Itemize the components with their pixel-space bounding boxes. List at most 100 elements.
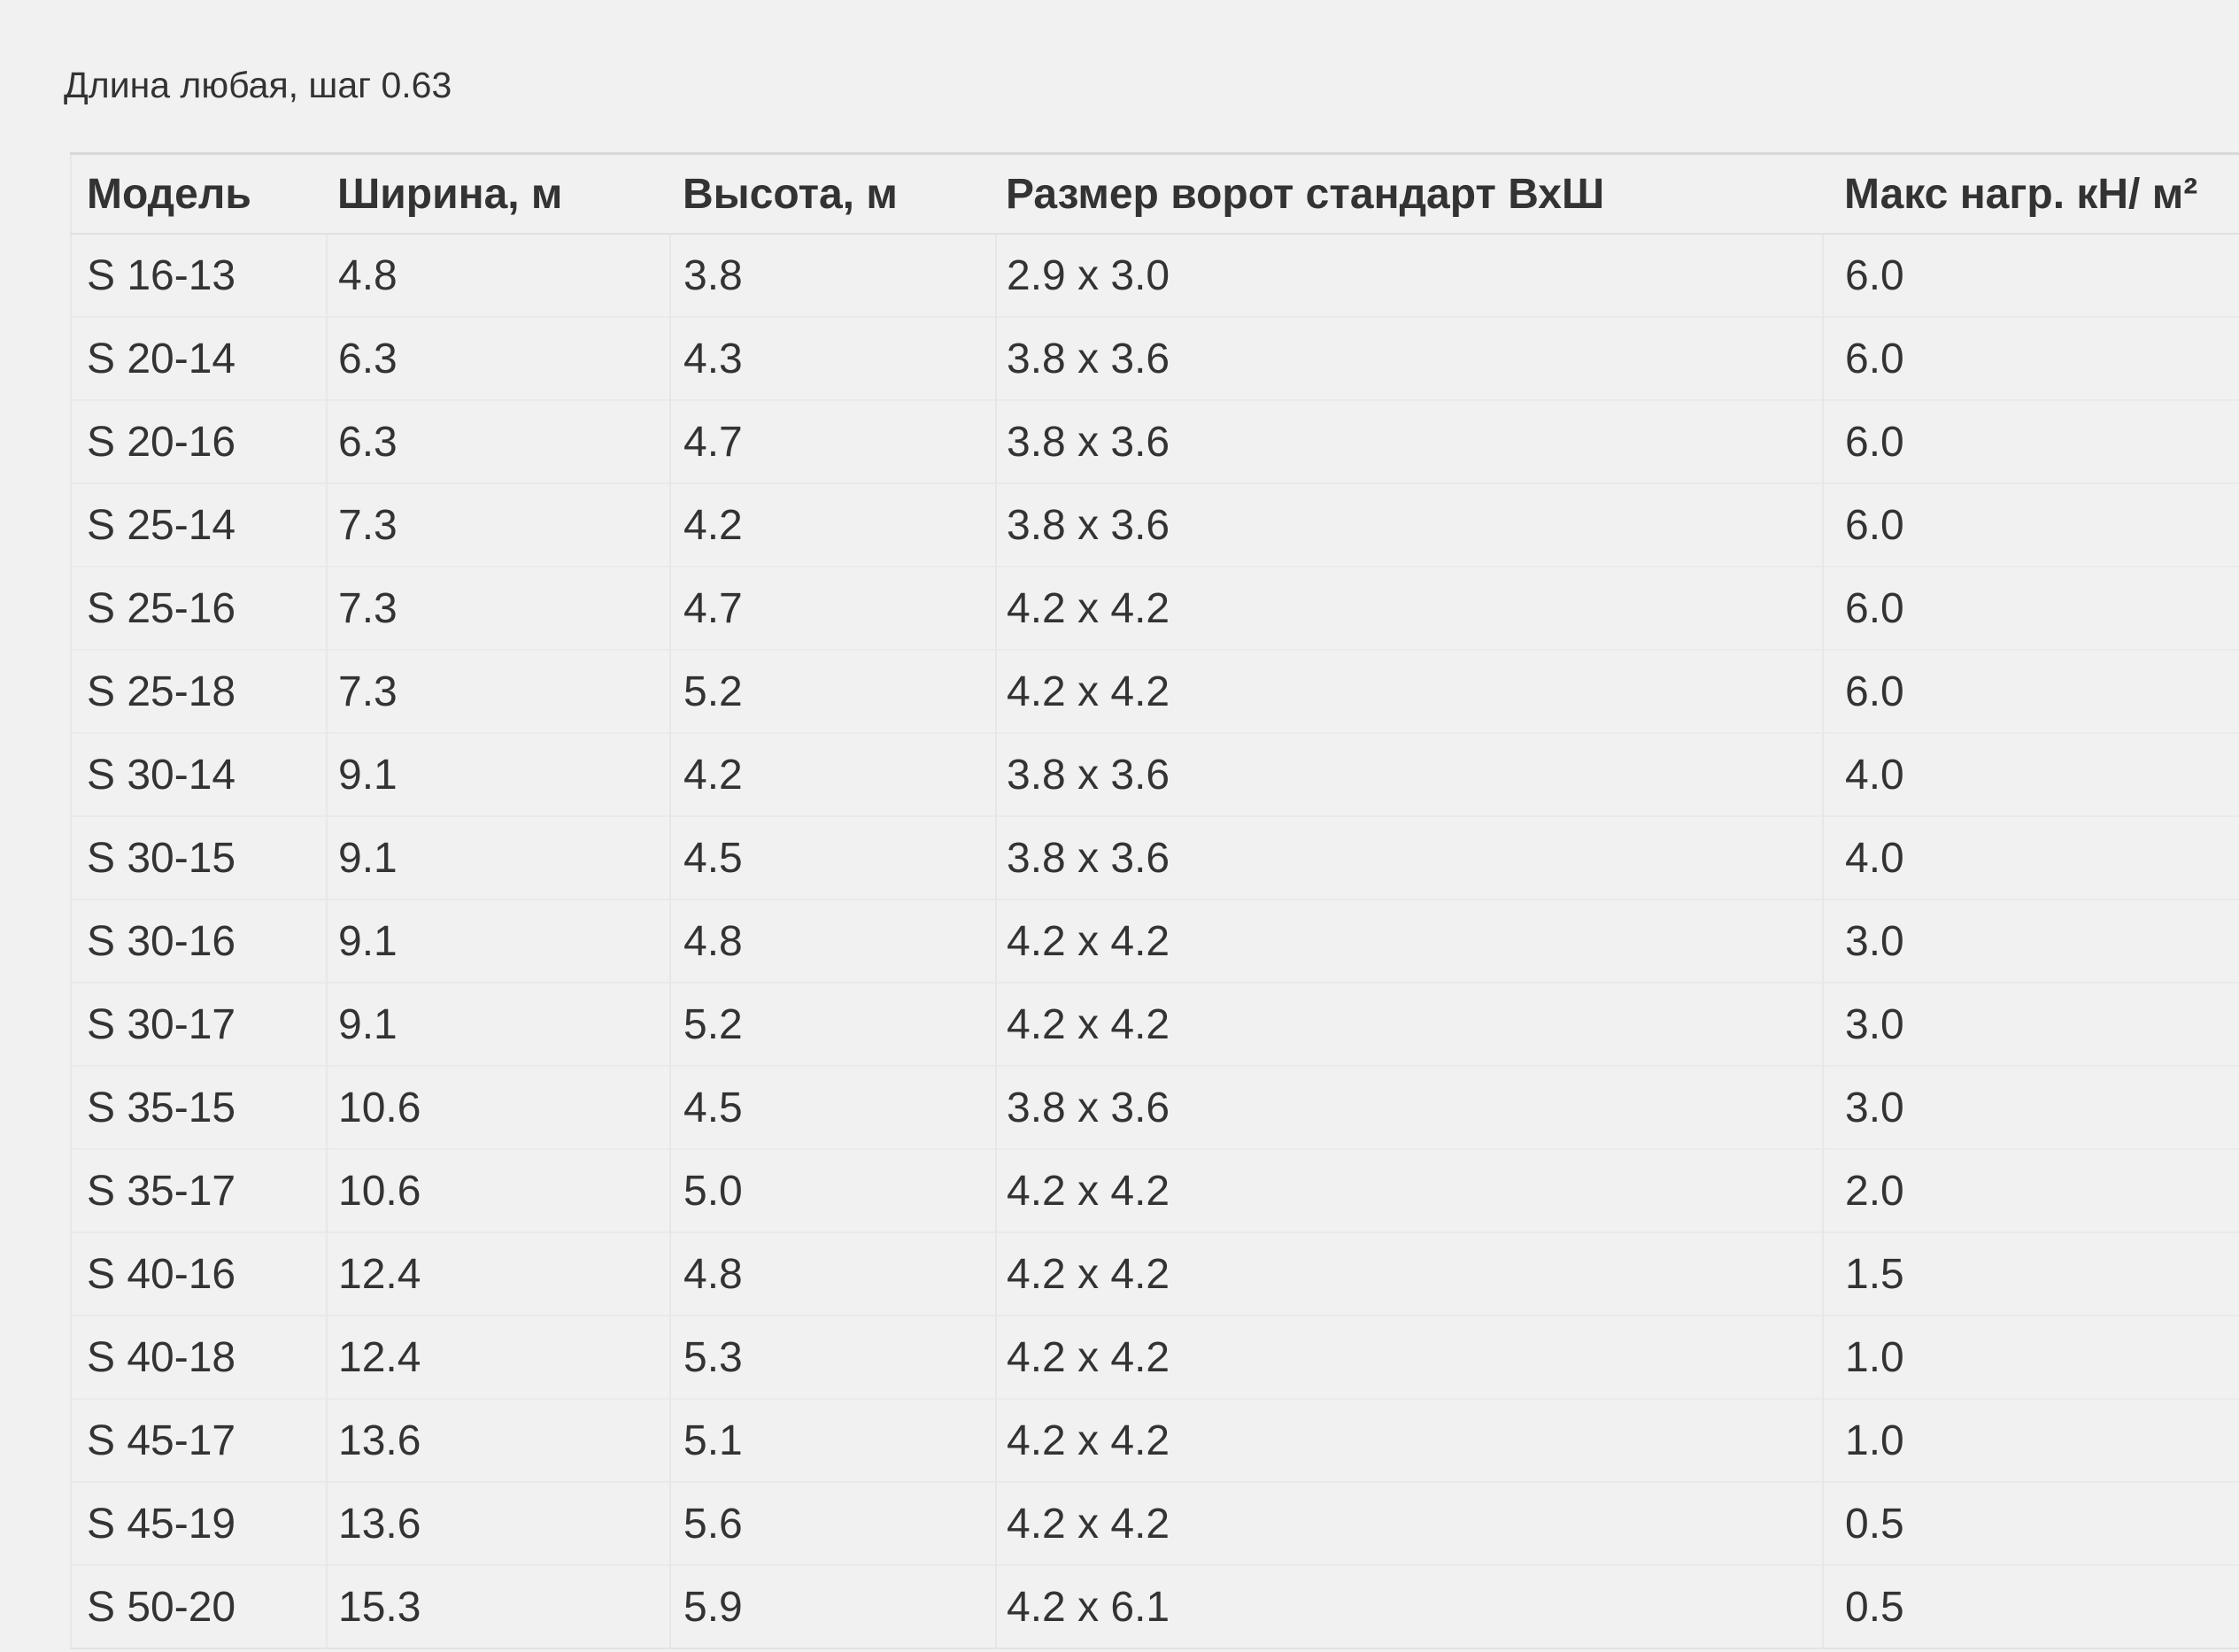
table-row: S 35-17 10.6 5.0 4.2 x 4.2 2.0 (71, 1148, 2239, 1232)
table-cell: 3.8 x 3.6 (995, 732, 1823, 816)
table-cell: 4.3 (669, 316, 996, 400)
table-row: S 25-18 7.3 5.2 4.2 x 4.2 6.0 (71, 649, 2239, 733)
table-cell: S 25-14 (71, 482, 327, 567)
table-header-row: Модель Ширина, м Высота, м Размер ворот … (71, 153, 2239, 235)
table-cell: 7.3 (326, 482, 670, 567)
table-cell: 4.7 (669, 399, 996, 483)
table-cell: 6.0 (1822, 234, 2239, 317)
column-header-max-load: Макс нагр. кН/ м² (1823, 153, 2239, 235)
model-spec-table: Модель Ширина, м Высота, м Размер ворот … (70, 152, 2239, 1649)
table-cell: S 25-16 (71, 566, 327, 650)
table-cell: S 45-19 (71, 1481, 327, 1565)
table-row: S 25-16 7.3 4.7 4.2 x 4.2 6.0 (71, 566, 2239, 650)
table-cell: 4.8 (326, 234, 670, 317)
table-cell: 5.1 (669, 1398, 996, 1482)
table-row: S 40-16 12.4 4.8 4.2 x 4.2 1.5 (71, 1231, 2239, 1316)
table-cell: 4.2 x 4.2 (995, 1315, 1823, 1399)
table-cell: 3.0 (1822, 982, 2239, 1066)
table-cell: 3.0 (1822, 1065, 2239, 1149)
table-cell: 0.5 (1822, 1481, 2239, 1565)
table-cell: 5.3 (669, 1315, 996, 1399)
table-body: S 16-13 4.8 3.8 2.9 x 3.0 6.0 S 20-14 6.3 4.3 3.… (71, 234, 2239, 1648)
table-cell: 4.2 x 6.1 (995, 1564, 1823, 1648)
table-cell: S 40-18 (71, 1315, 327, 1399)
table-cell: 9.1 (326, 899, 670, 983)
table-cell: S 25-18 (71, 649, 327, 733)
table-cell: 6.0 (1822, 316, 2239, 400)
table-cell: 4.8 (669, 899, 996, 983)
table-cell: 5.9 (669, 1564, 996, 1648)
table-cell: 4.2 x 4.2 (995, 1398, 1823, 1482)
table-row: S 40-18 12.4 5.3 4.2 x 4.2 1.0 (71, 1315, 2239, 1399)
table-row: S 50-20 15.3 5.9 4.2 x 6.1 0.5 (71, 1564, 2239, 1648)
table-cell: 4.2 x 4.2 (995, 566, 1823, 650)
table-cell: S 35-15 (71, 1065, 327, 1149)
table-row: S 45-17 13.6 5.1 4.2 x 4.2 1.0 (71, 1398, 2239, 1482)
table-cell: 6.0 (1822, 482, 2239, 567)
table-cell: 4.2 x 4.2 (995, 1148, 1823, 1232)
table-cell: S 30-16 (71, 899, 327, 983)
table-cell: 9.1 (326, 732, 670, 816)
table-cell: 1.0 (1822, 1398, 2239, 1482)
table-cell: S 20-16 (71, 399, 327, 483)
table-cell: 2.0 (1822, 1148, 2239, 1232)
table-cell: S 30-15 (71, 815, 327, 899)
table-cell: 4.0 (1822, 732, 2239, 816)
table-cell: 7.3 (326, 649, 670, 733)
table-cell: 6.0 (1822, 566, 2239, 650)
table-cell: 1.0 (1822, 1315, 2239, 1399)
table-cell: S 16-13 (87, 251, 236, 299)
table-cell: 6.0 (1822, 399, 2239, 483)
table-row: S 35-15 10.6 4.5 3.8 x 3.6 3.0 (71, 1065, 2239, 1149)
table-cell: 3.8 x 3.6 (995, 399, 1823, 483)
table-cell: 12.4 (326, 1231, 670, 1316)
table-row: S 30-14 9.1 4.2 3.8 x 3.6 4.0 (71, 732, 2239, 816)
table-cell: 3.8 x 3.6 (995, 482, 1823, 567)
table-cell: 9.1 (326, 815, 670, 899)
table-cell: S 30-14 (71, 732, 327, 816)
table-cell: 9.1 (326, 982, 670, 1066)
table-cell: 4.5 (669, 815, 996, 899)
table-cell: 15.3 (326, 1564, 670, 1648)
table-row: S 25-14 7.3 4.2 3.8 x 3.6 6.0 (71, 482, 2239, 567)
table-cell: 10.6 (326, 1148, 670, 1232)
table-cell: 4.2 (669, 732, 996, 816)
column-header-width: Ширина, м (327, 153, 670, 235)
table-row: S 20-14 6.3 4.3 3.8 x 3.6 6.0 (71, 316, 2239, 400)
column-header-model: Модель (71, 153, 327, 235)
table-cell: 4.2 x 4.2 (995, 649, 1823, 733)
table-row: S 45-19 13.6 5.6 4.2 x 4.2 0.5 (71, 1481, 2239, 1565)
table-cell: S 20-14 (71, 316, 327, 400)
table-cell: S 50-20 (71, 1564, 327, 1648)
table-cell: S 45-17 (71, 1398, 327, 1482)
table-cell: 4.7 (669, 566, 996, 650)
table-cell: 0.5 (1822, 1564, 2239, 1648)
column-header-height: Высота, м (670, 153, 996, 235)
table-cell: 2.9 x 3.0 (995, 234, 1823, 317)
table-cell: 6.3 (326, 316, 670, 400)
table-cell: 5.2 (669, 649, 996, 733)
table-row: S 20-16 6.3 4.7 3.8 x 3.6 6.0 (71, 399, 2239, 483)
table-header: Модель Ширина, м Высота, м Размер ворот … (71, 153, 2239, 235)
table-cell: 6.3 (326, 399, 670, 483)
table-row: S 30-17 9.1 5.2 4.2 x 4.2 3.0 (71, 982, 2239, 1066)
table-cell: S 35-17 (71, 1148, 327, 1232)
table-cell: 4.5 (669, 1065, 996, 1149)
table-cell: 5.6 (669, 1481, 996, 1565)
table-cell: 3.0 (1822, 899, 2239, 983)
table-cell: 6.0 (1822, 649, 2239, 733)
table-cell: 4.8 (669, 1231, 996, 1316)
table-cell: 3.8 x 3.6 (995, 316, 1823, 400)
column-header-gate-size: Размер ворот стандарт ВхШ (996, 153, 1823, 235)
table-cell: 5.2 (669, 982, 996, 1066)
table-cell: 10.6 (326, 1065, 670, 1149)
table-cell: 3.8 x 3.6 (995, 1065, 1823, 1149)
table-cell: S 40-16 (71, 1231, 327, 1316)
table-cell: 4.2 x 4.2 (995, 1481, 1823, 1565)
table-row: S 30-15 9.1 4.5 3.8 x 3.6 4.0 (71, 815, 2239, 899)
table-cell: 13.6 (326, 1481, 670, 1565)
table-cell: 13.6 (326, 1398, 670, 1482)
table-cell: 4.2 x 4.2 (995, 1231, 1823, 1316)
length-step-note: Длина любая, шаг 0.63 (64, 65, 452, 105)
table-cell: S 30-17 (71, 982, 327, 1066)
